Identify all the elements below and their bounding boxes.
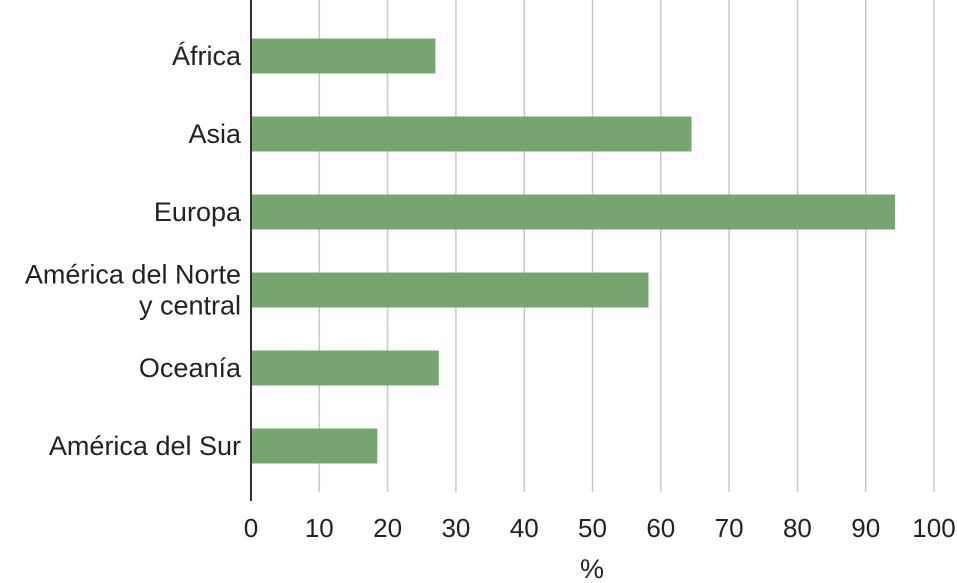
grid-lines	[318, 0, 935, 492]
x-tick-label: 100	[912, 513, 955, 543]
x-tick-label: 40	[510, 513, 539, 543]
x-tick-label: 30	[441, 513, 470, 543]
category-label: Oceanía	[139, 353, 242, 383]
x-tick-labels: 0 10 20 30 40 50 60 70 80 90 100	[244, 513, 956, 543]
category-label: Asia	[188, 119, 242, 149]
bar	[251, 194, 896, 230]
x-tick-label: 0	[244, 513, 258, 543]
category-label: América del Norte	[25, 260, 241, 290]
x-tick-label: 60	[646, 513, 675, 543]
x-tick-label: 10	[305, 513, 334, 543]
bar	[251, 272, 649, 308]
x-tick-label: 90	[851, 513, 880, 543]
bar	[251, 116, 692, 152]
x-tick-label: 20	[373, 513, 402, 543]
bars	[251, 38, 896, 464]
x-axis-title: %	[580, 554, 604, 583]
category-label: Europa	[154, 197, 242, 227]
x-tick-label: 70	[715, 513, 744, 543]
x-tick-label: 50	[578, 513, 607, 543]
bar	[251, 350, 439, 386]
bar	[251, 38, 436, 74]
category-label: África	[172, 41, 242, 71]
x-tick-label: 80	[783, 513, 812, 543]
category-label: América del Sur	[49, 431, 241, 461]
bar	[251, 428, 378, 464]
category-label: y central	[139, 291, 241, 321]
